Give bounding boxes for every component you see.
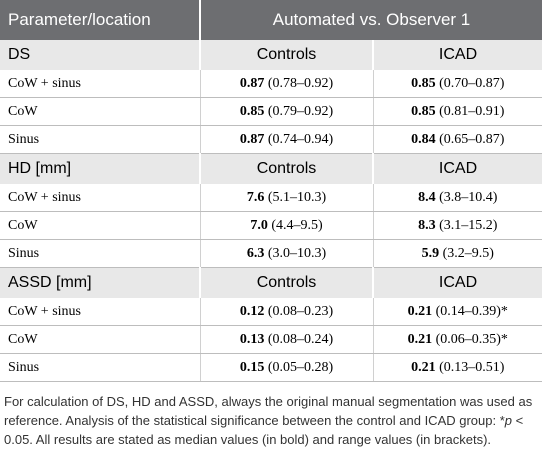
median: 0.12 bbox=[239, 303, 265, 319]
value-cell: 0.12 (0.08–0.23) bbox=[199, 298, 373, 326]
footnote-text: For calculation of DS, HD and ASSD, alwa… bbox=[4, 394, 533, 428]
range: (3.0–10.3) bbox=[267, 245, 327, 261]
data-row: Sinus 0.15 (0.05–0.28) 0.21 (0.13–0.51) bbox=[0, 353, 542, 382]
median: 6.3 bbox=[246, 245, 265, 261]
median: 0.87 bbox=[239, 75, 265, 91]
range: (5.1–10.3) bbox=[267, 189, 327, 205]
range: (0.08–0.24) bbox=[267, 331, 334, 347]
median: 5.9 bbox=[421, 245, 440, 261]
section-row: DS Controls ICAD bbox=[0, 40, 542, 70]
header-cell: Automated vs. Observer 1 bbox=[198, 0, 542, 40]
location: CoW bbox=[0, 325, 200, 354]
range: (4.4–9.5) bbox=[271, 217, 323, 233]
value-cell: 8.4 (3.8–10.4) bbox=[372, 184, 542, 212]
range: (0.06–0.35)* bbox=[435, 331, 508, 347]
range: (0.70–0.87) bbox=[439, 75, 505, 91]
data-row: CoW + sinus 7.6 (5.1–10.3) 8.4 (3.8–10.4) bbox=[0, 184, 542, 212]
range: (0.81–0.91) bbox=[439, 103, 505, 119]
location: Sinus bbox=[0, 353, 200, 382]
data-row: CoW 0.85 (0.79–0.92) 0.85 (0.81–0.91) bbox=[0, 97, 542, 126]
location: Sinus bbox=[0, 125, 200, 154]
group-label: Controls bbox=[199, 267, 373, 298]
data-row: CoW + sinus 0.87 (0.78–0.92) 0.85 (0.70–0.… bbox=[0, 70, 542, 98]
value-cell: 5.9 (3.2–9.5) bbox=[372, 239, 542, 268]
median: 0.85 bbox=[411, 103, 436, 119]
section-label: HD [mm] bbox=[0, 153, 200, 184]
table: Parameter/location Automated vs. Observe… bbox=[0, 0, 542, 382]
section-row: HD [mm] Controls ICAD bbox=[0, 153, 542, 184]
group-label: ICAD bbox=[371, 267, 542, 298]
value-cell: 7.6 (5.1–10.3) bbox=[199, 184, 373, 212]
data-row: Sinus 0.87 (0.74–0.94) 0.84 (0.65–0.87) bbox=[0, 125, 542, 154]
range: (0.79–0.92) bbox=[267, 103, 334, 119]
value-cell: 0.15 (0.05–0.28) bbox=[199, 353, 373, 382]
median: 0.21 bbox=[407, 331, 433, 347]
group-label: ICAD bbox=[371, 153, 542, 184]
header-cell: Parameter/location bbox=[0, 0, 200, 40]
value-cell: 0.87 (0.74–0.94) bbox=[199, 125, 373, 154]
data-row: CoW 0.13 (0.08–0.24) 0.21 (0.06–0.35)* bbox=[0, 325, 542, 354]
group-label: ICAD bbox=[371, 40, 542, 70]
range: (0.08–0.23) bbox=[267, 303, 334, 319]
section-label: ASSD [mm] bbox=[0, 267, 200, 298]
group-label: Controls bbox=[199, 153, 373, 184]
value-cell: 0.87 (0.78–0.92) bbox=[199, 70, 373, 98]
location: CoW bbox=[0, 97, 200, 126]
median: 7.0 bbox=[250, 217, 268, 233]
range: (0.13–0.51) bbox=[439, 359, 505, 375]
value-cell: 0.21 (0.14–0.39)* bbox=[372, 298, 542, 326]
median: 0.85 bbox=[411, 75, 436, 91]
median: 0.21 bbox=[411, 359, 436, 375]
range: (0.74–0.94) bbox=[267, 131, 334, 147]
range: (3.1–15.2) bbox=[439, 217, 498, 233]
value-cell: 0.21 (0.13–0.51) bbox=[372, 353, 542, 382]
data-row: CoW 7.0 (4.4–9.5) 8.3 (3.1–15.2) bbox=[0, 211, 542, 240]
range: (3.8–10.4) bbox=[439, 189, 498, 205]
data-row: CoW + sinus 0.12 (0.08–0.23) 0.21 (0.14–0.… bbox=[0, 298, 542, 326]
value-cell: 0.84 (0.65–0.87) bbox=[372, 125, 542, 154]
location: Sinus bbox=[0, 239, 200, 268]
value-cell: 0.85 (0.79–0.92) bbox=[199, 97, 373, 126]
range: (0.14–0.39)* bbox=[435, 303, 508, 319]
median: 8.3 bbox=[418, 217, 436, 233]
footnote: For calculation of DS, HD and ASSD, alwa… bbox=[0, 382, 542, 449]
median: 7.6 bbox=[246, 189, 265, 205]
value-cell: 0.85 (0.70–0.87) bbox=[372, 70, 542, 98]
value-cell: 8.3 (3.1–15.2) bbox=[372, 211, 542, 240]
range: (0.05–0.28) bbox=[267, 359, 334, 375]
header-row: Parameter/location Automated vs. Observe… bbox=[0, 0, 542, 40]
data-row: Sinus 6.3 (3.0–10.3) 5.9 (3.2–9.5) bbox=[0, 239, 542, 268]
median: 0.13 bbox=[239, 331, 265, 347]
section-row: ASSD [mm] Controls ICAD bbox=[0, 267, 542, 298]
value-cell: 7.0 (4.4–9.5) bbox=[199, 211, 373, 240]
range: (0.65–0.87) bbox=[439, 131, 505, 147]
value-cell: 0.13 (0.08–0.24) bbox=[199, 325, 373, 354]
group-label: Controls bbox=[199, 40, 373, 70]
median: 0.84 bbox=[411, 131, 436, 147]
value-cell: 6.3 (3.0–10.3) bbox=[199, 239, 373, 268]
median: 0.15 bbox=[239, 359, 265, 375]
value-cell: 0.21 (0.06–0.35)* bbox=[372, 325, 542, 354]
median: 0.21 bbox=[407, 303, 433, 319]
range: (3.2–9.5) bbox=[442, 245, 494, 261]
location: CoW bbox=[0, 211, 200, 240]
section-label: DS bbox=[0, 40, 200, 70]
range: (0.78–0.92) bbox=[267, 75, 334, 91]
table-body: Parameter/location Automated vs. Observe… bbox=[0, 0, 542, 382]
footnote-italic: p bbox=[504, 413, 513, 428]
median: 8.4 bbox=[418, 189, 436, 205]
location: CoW + sinus bbox=[0, 298, 200, 326]
location: CoW + sinus bbox=[0, 70, 200, 98]
median: 0.85 bbox=[239, 103, 265, 119]
median: 0.87 bbox=[239, 131, 265, 147]
location: CoW + sinus bbox=[0, 184, 200, 212]
value-cell: 0.85 (0.81–0.91) bbox=[372, 97, 542, 126]
